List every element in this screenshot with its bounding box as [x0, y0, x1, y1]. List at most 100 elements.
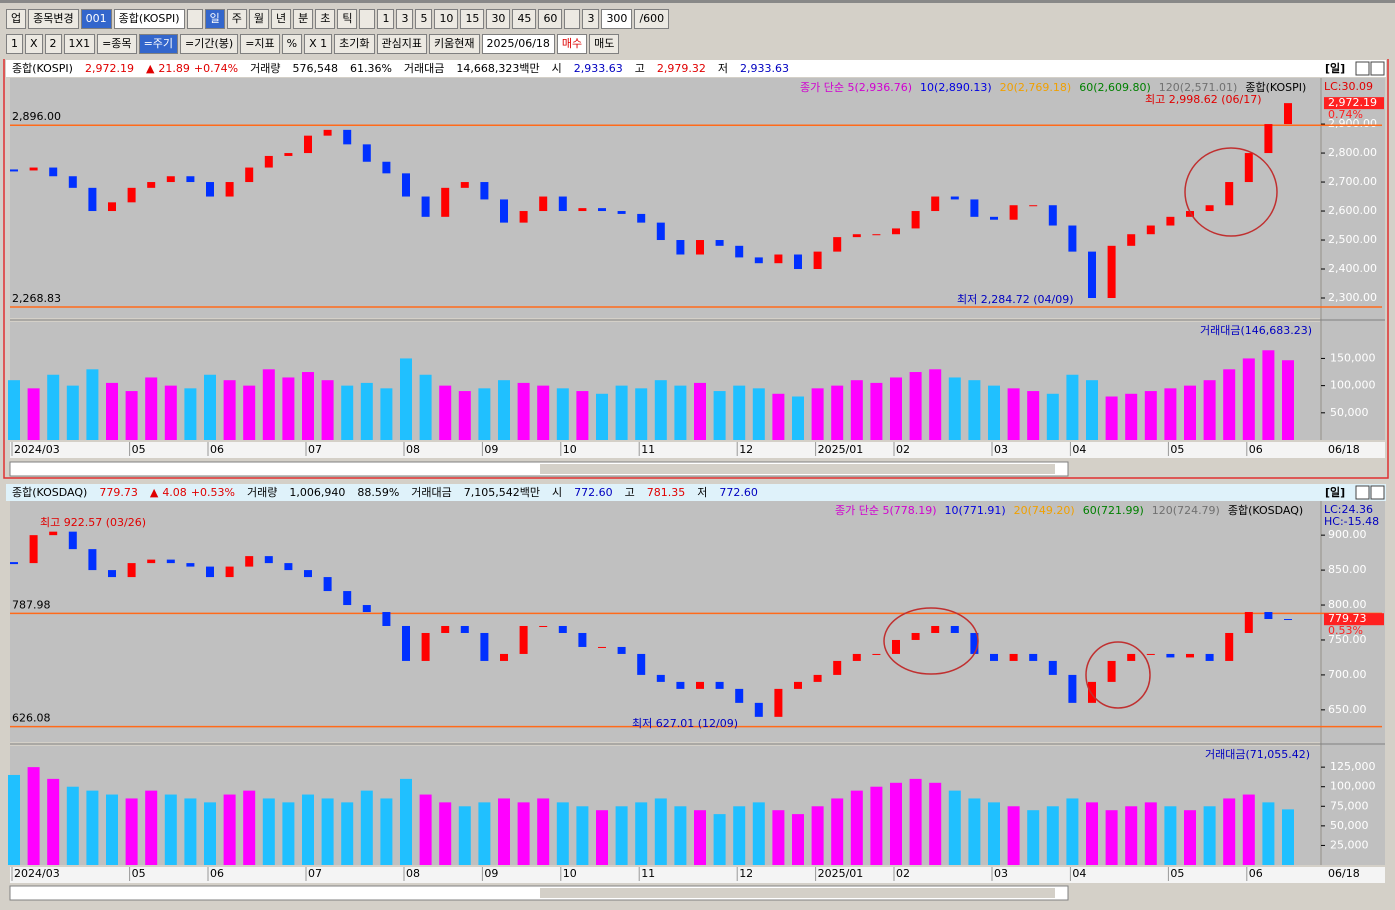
candle: [637, 653, 646, 675]
toolbar-button[interactable]: 45: [512, 9, 537, 29]
toolbar-button[interactable]: 종합(KOSPI): [113, 9, 185, 29]
volume-bar: [556, 388, 569, 440]
toolbar-button[interactable]: X 1: [304, 34, 333, 54]
toolbar-button[interactable]: =종목: [97, 34, 137, 54]
last-price-label: 2,972.19: [1328, 96, 1377, 109]
side-label: LC:30.09: [1324, 80, 1373, 93]
icon-button[interactable]: [359, 9, 376, 29]
toolbar-button[interactable]: 15: [460, 9, 485, 29]
volume-bar: [1144, 802, 1157, 865]
toolbar-button[interactable]: 분: [293, 9, 314, 29]
volume-bar: [1223, 798, 1236, 865]
toolbar-button[interactable]: 틱: [337, 9, 358, 29]
toolbar-button[interactable]: 30: [486, 9, 511, 29]
volume-bar: [1027, 810, 1040, 865]
toolbar-button[interactable]: 3: [582, 9, 600, 29]
circle-note: [883, 607, 979, 675]
candle: [1284, 619, 1292, 621]
toolbar-button[interactable]: =지표: [240, 34, 280, 54]
volume-bar: [360, 382, 373, 440]
toolbar-button[interactable]: 1: [6, 34, 23, 54]
toolbar-button[interactable]: 2: [44, 34, 62, 54]
toolbar-button[interactable]: 주: [226, 9, 247, 29]
candle: [1186, 653, 1194, 658]
volume-bar: [1007, 388, 1020, 440]
candle: [1205, 653, 1214, 661]
toolbar-button[interactable]: 일: [204, 9, 225, 29]
toolbar-button[interactable]: 월: [248, 9, 269, 29]
toolbar-button[interactable]: X: [25, 34, 43, 54]
toolbar-button[interactable]: =기간(봉): [180, 34, 239, 54]
toolbar-button[interactable]: 초: [315, 9, 336, 29]
volume-bar: [439, 802, 452, 865]
volume-bar: [66, 786, 79, 865]
candle: [735, 688, 744, 703]
y-tick-label: 2,300.00: [1328, 291, 1377, 304]
icon-button[interactable]: [564, 9, 581, 29]
candle: [343, 591, 352, 606]
header-field: 1,006,940: [289, 486, 345, 499]
toolbar-button[interactable]: 2025/06/18: [481, 34, 555, 54]
volume-bar: [106, 794, 118, 865]
toolbar-button[interactable]: 60: [538, 9, 563, 29]
toolbar-button[interactable]: 매도: [589, 34, 620, 54]
icon-button[interactable]: [186, 9, 203, 29]
x-tick-label: 08: [406, 867, 420, 880]
volume-bar: [8, 774, 20, 865]
volume-bar: [615, 385, 628, 440]
toolbar-button[interactable]: 001: [80, 9, 112, 29]
volume-bar: [556, 802, 569, 865]
volume-bar: [792, 396, 804, 440]
candle: [1284, 103, 1292, 125]
candle: [421, 196, 430, 217]
candle: [382, 161, 391, 174]
header-field: 거래량: [247, 486, 277, 499]
toolbar-button[interactable]: 초기화: [334, 34, 375, 54]
volume-legend: 거래대금(146,683.23): [1200, 324, 1312, 337]
volume-bar: [929, 369, 942, 440]
toolbar-button[interactable]: =주기: [138, 34, 179, 54]
volume-bar: [1046, 806, 1059, 865]
candle: [1009, 653, 1018, 661]
toolbar-button[interactable]: 관심지표: [376, 34, 428, 54]
toolbar-button[interactable]: 10: [434, 9, 459, 29]
volume-bar: [850, 380, 863, 440]
volume-bar: [733, 806, 746, 865]
candle: [735, 245, 744, 258]
toolbar-button[interactable]: %: [281, 34, 303, 54]
toolbar-button[interactable]: 업: [6, 9, 27, 29]
x-tick-label: 07: [308, 867, 322, 880]
toolbar-button[interactable]: 종목변경: [28, 9, 79, 29]
x-tick-label: 11: [641, 867, 655, 880]
price-plot: [10, 78, 1320, 318]
volume-bar: [674, 806, 687, 865]
toolbar-button[interactable]: 1: [377, 9, 395, 29]
header-field: 종합(KOSDAQ): [12, 486, 87, 499]
header-field: 772.60: [574, 486, 613, 499]
volume-bar: [282, 802, 295, 865]
toolbar-button[interactable]: /600: [634, 9, 670, 29]
toolbar-button[interactable]: 매수: [556, 34, 588, 54]
window-button: [1370, 61, 1385, 76]
legend-item: 10(2,890.13): [920, 81, 992, 94]
toolbar-button[interactable]: 키움현재: [429, 34, 480, 54]
toolbar-button[interactable]: 300: [601, 9, 633, 29]
scroll-thumb: [540, 888, 1055, 898]
toolbar-button[interactable]: 년: [270, 9, 292, 29]
candle: [1225, 182, 1234, 206]
candle: [931, 625, 940, 633]
volume-bar: [125, 391, 138, 440]
volume-bar: [1066, 798, 1079, 865]
candle: [1186, 211, 1194, 217]
x-tick-label: 03: [994, 443, 1008, 456]
volume-bar: [988, 385, 1000, 440]
volume-bar: [576, 806, 589, 865]
candle: [382, 612, 391, 626]
candle: [1244, 153, 1253, 183]
toolbar-button[interactable]: 3: [396, 9, 414, 29]
candle: [284, 153, 293, 156]
volume-bar: [988, 802, 1000, 865]
toolbar-button[interactable]: 1X1: [63, 34, 96, 54]
toolbar-button[interactable]: 5: [415, 9, 433, 29]
x-tick-label: 2025/01: [818, 443, 864, 456]
